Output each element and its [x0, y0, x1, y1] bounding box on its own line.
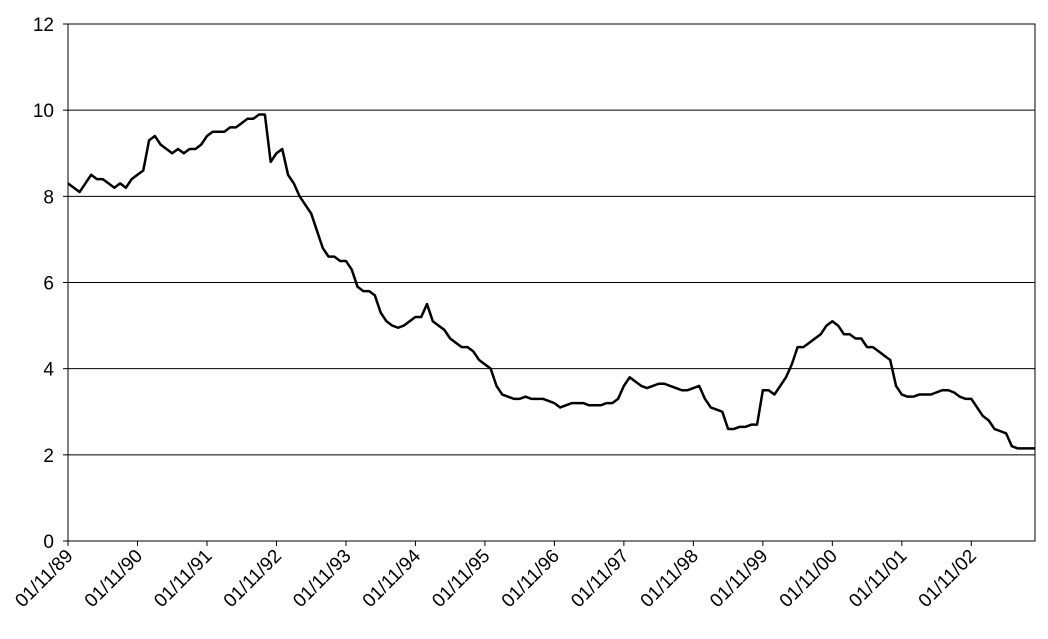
x-tick-label: 01/11/90 — [81, 546, 147, 612]
y-tick-label: 2 — [43, 446, 54, 467]
x-tick-label: 01/11/96 — [498, 546, 564, 612]
y-tick-label: 8 — [43, 187, 54, 208]
x-tick-label: 01/11/89 — [11, 546, 77, 612]
y-tick-label: 4 — [43, 360, 54, 381]
x-tick-label: 01/11/92 — [220, 546, 286, 612]
y-tick-label: 12 — [33, 15, 54, 36]
x-tick-label: 01/11/01 — [845, 546, 911, 612]
y-tick-label: 0 — [43, 532, 54, 553]
x-tick-label: 01/11/98 — [637, 546, 703, 612]
x-tick-label: 01/11/02 — [915, 546, 981, 612]
line-series — [67, 113, 1035, 450]
x-tick-label: 01/11/95 — [428, 546, 494, 612]
y-tick-label: 10 — [33, 101, 54, 122]
x-tick-label: 01/11/91 — [150, 546, 216, 612]
x-tick-label: 01/11/00 — [776, 546, 842, 612]
x-tick-label: 01/11/94 — [359, 545, 425, 611]
y-tick-label: 6 — [43, 274, 54, 295]
x-tick-label: 01/11/99 — [706, 546, 772, 612]
x-tick-label: 01/11/93 — [289, 546, 355, 612]
x-tick-label: 01/11/97 — [567, 546, 633, 612]
